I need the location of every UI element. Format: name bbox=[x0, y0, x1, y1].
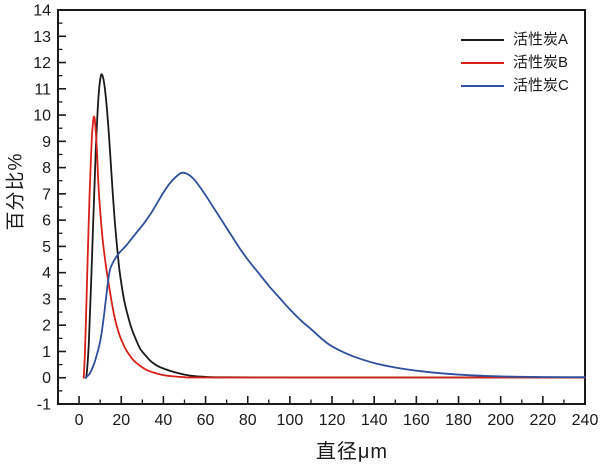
x-tick-label: 40 bbox=[155, 412, 173, 429]
y-tick-label: 4 bbox=[42, 265, 51, 282]
x-tick-label: 140 bbox=[361, 412, 388, 429]
curve-a bbox=[85, 73, 586, 379]
x-tick-label: 220 bbox=[529, 412, 556, 429]
x-tick-label: 160 bbox=[403, 412, 430, 429]
y-tick-label: 10 bbox=[33, 108, 51, 125]
x-tick-label: 100 bbox=[277, 412, 304, 429]
y-tick-label: 6 bbox=[42, 213, 51, 230]
y-axis-title: 百分比% bbox=[5, 152, 27, 231]
curve-c bbox=[84, 171, 586, 379]
x-tick-label: 120 bbox=[319, 412, 346, 429]
x-tick-label: 20 bbox=[112, 412, 130, 429]
y-tick-label: 12 bbox=[33, 55, 51, 72]
legend-line-icon bbox=[461, 62, 504, 64]
legend-label: 活性炭A bbox=[513, 31, 569, 48]
y-tick-label: 5 bbox=[42, 239, 51, 256]
legend-line-icon bbox=[461, 39, 504, 41]
y-tick-label: 8 bbox=[42, 160, 51, 177]
legend-label: 活性炭B bbox=[513, 54, 569, 71]
x-tick-label: 180 bbox=[445, 412, 472, 429]
y-tick-label: 0 bbox=[42, 370, 51, 387]
legend-label: 活性炭C bbox=[513, 77, 569, 94]
y-tick-label: 1 bbox=[42, 344, 51, 361]
x-tick-label: 240 bbox=[572, 412, 599, 429]
legend: 活性炭A 活性炭B 活性炭C bbox=[461, 31, 569, 100]
legend-item-curve-c: 活性炭C bbox=[461, 77, 569, 95]
x-tick-label: 60 bbox=[197, 412, 215, 429]
x-tick-label: 200 bbox=[487, 412, 514, 429]
x-axis-title: 直径μm bbox=[315, 441, 389, 463]
y-tick-label: 9 bbox=[42, 134, 51, 151]
y-tick-label: 3 bbox=[42, 291, 51, 308]
y-tick-label: 2 bbox=[42, 318, 51, 335]
y-tick-label: -1 bbox=[37, 397, 51, 414]
legend-item-curve-a: 活性炭A bbox=[461, 31, 569, 49]
y-tick-label: 13 bbox=[33, 29, 51, 46]
legend-item-curve-b: 活性炭B bbox=[461, 54, 569, 72]
y-tick-label: 14 bbox=[33, 3, 51, 20]
legend-line-icon bbox=[461, 85, 504, 87]
y-tick-label: 7 bbox=[42, 186, 51, 203]
x-tick-label: 0 bbox=[75, 412, 84, 429]
y-tick-label: 11 bbox=[34, 81, 51, 98]
curve-b bbox=[82, 115, 586, 379]
x-tick-label: 80 bbox=[239, 412, 257, 429]
